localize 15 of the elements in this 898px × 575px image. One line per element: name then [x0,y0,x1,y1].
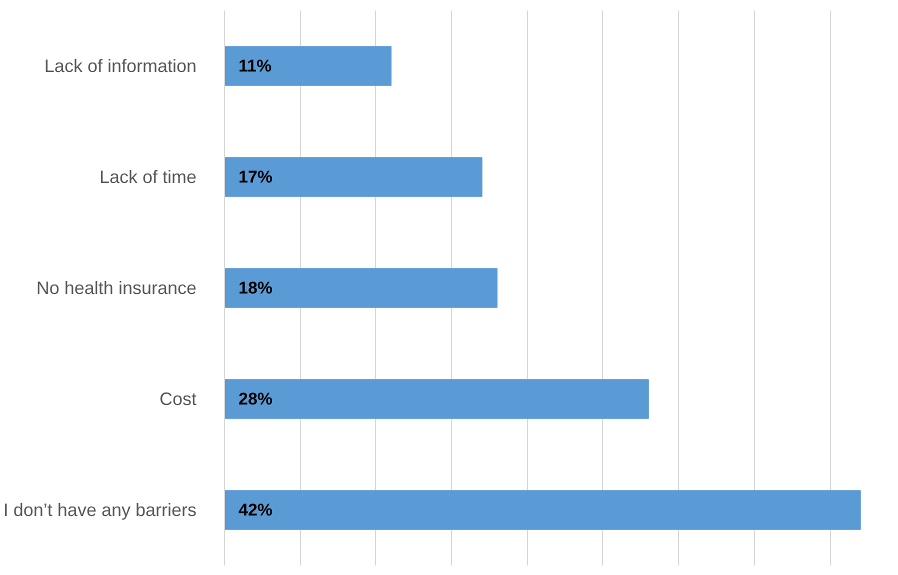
bar [224,157,482,197]
y-tick-label: Lack of information [44,56,196,76]
y-tick-label: Lack of time [99,167,197,187]
y-tick-label: No health insurance [36,278,197,298]
bar [224,379,649,419]
data-label: 18% [238,278,273,298]
data-label: 28% [238,390,273,408]
data-label: 42% [238,500,273,520]
bar [224,490,861,530]
data-label: 17% [238,168,273,186]
bar [224,268,498,308]
y-tick-label: I don’t have any barriers [3,500,197,520]
y-tick-label: Cost [159,389,197,409]
data-label: 11% [238,56,272,76]
bar [224,46,392,86]
